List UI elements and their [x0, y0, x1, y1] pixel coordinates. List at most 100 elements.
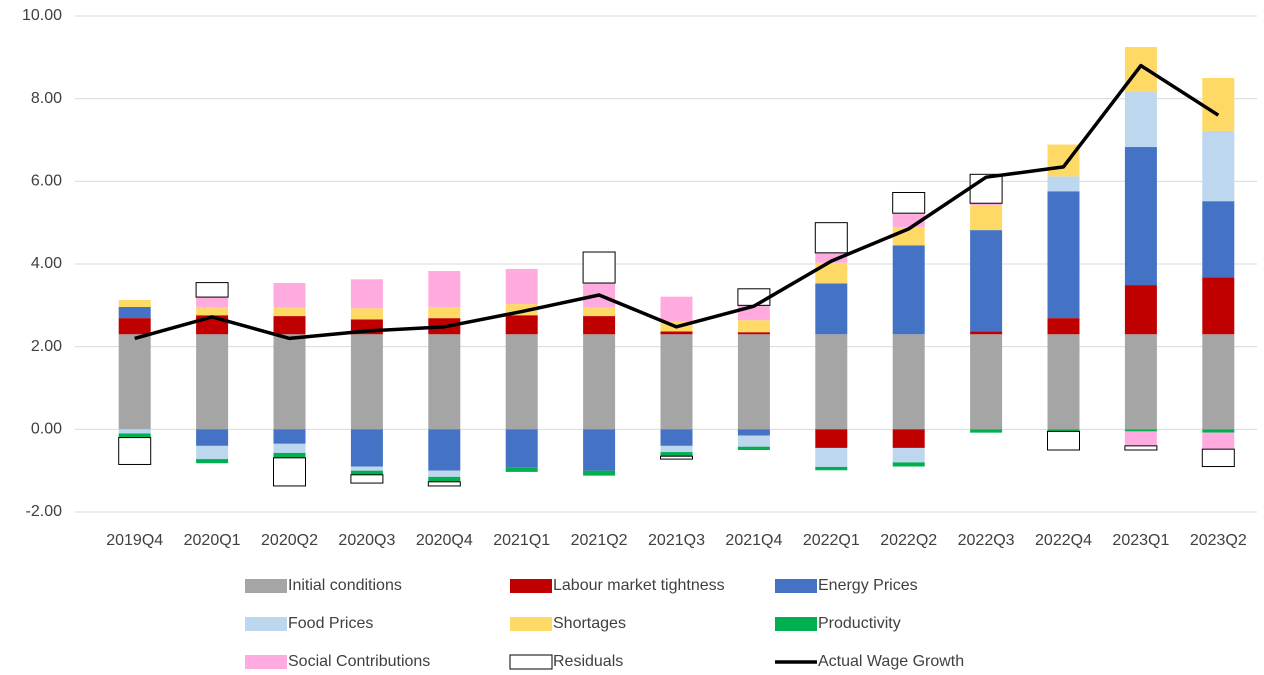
x-tick-label: 2023Q2: [1190, 532, 1247, 549]
bar-segment: [815, 447, 848, 467]
bar-segment: [892, 245, 925, 335]
bar-segment: [428, 476, 461, 482]
legend-swatch: [509, 654, 553, 670]
bar-segment: [1124, 285, 1157, 335]
legend-label: Initial conditions: [288, 577, 402, 594]
bar-segment: [1202, 429, 1235, 433]
legend-swatch: [245, 617, 287, 631]
bar-segment: [196, 429, 229, 446]
y-tick-label: 4.00: [31, 255, 62, 272]
bar-segment: [1124, 431, 1157, 446]
bar-segment: [815, 283, 848, 335]
bar-segment: [583, 306, 616, 317]
bar-segment: [815, 466, 848, 471]
y-tick-label: 10.00: [22, 7, 62, 24]
x-tick-label: 2020Q4: [416, 532, 473, 549]
bar-segment: [505, 315, 538, 335]
x-tick-label: 2020Q2: [261, 532, 318, 549]
bar-segment: [196, 297, 229, 307]
legend-label: Social Contributions: [288, 653, 430, 670]
bar-segment: [273, 316, 306, 335]
bar-segment: [273, 334, 306, 430]
bar-segment: [1124, 429, 1157, 432]
bar-segment: [196, 334, 229, 430]
bar-segment: [350, 474, 384, 484]
bar-segment: [428, 470, 461, 477]
bar-segment: [195, 282, 229, 298]
legend-swatch: [775, 579, 817, 593]
bar-segment: [505, 268, 538, 305]
x-tick-label: 2020Q1: [184, 532, 241, 549]
bar-segment: [660, 296, 693, 322]
bar-segment: [1202, 130, 1235, 202]
bar-segment: [1047, 318, 1080, 335]
wage-line: [134, 63, 1220, 341]
x-tick-label: 2022Q2: [880, 532, 937, 549]
bar-segment: [350, 470, 383, 475]
x-tick-label: 2021Q1: [493, 532, 550, 549]
bar-segment: [660, 455, 693, 460]
bar-segment: [196, 445, 229, 460]
bar-segment: [970, 429, 1003, 433]
bar-segment: [350, 279, 383, 309]
bar-segment: [815, 429, 848, 448]
x-tick-label: 2021Q2: [571, 532, 628, 549]
bar-segment: [1202, 334, 1235, 430]
bar-segment: [815, 252, 848, 263]
bar-segment: [970, 331, 1003, 335]
bar-segment: [505, 334, 538, 430]
bar-segment: [737, 288, 771, 306]
legend-label: Labour market tightness: [553, 577, 725, 594]
x-tick-label: 2021Q3: [648, 532, 705, 549]
bar-segment: [273, 306, 306, 317]
bar-segment: [737, 446, 770, 450]
bar-segment: [583, 334, 616, 430]
bar-segment: [1202, 201, 1235, 278]
bar-segment: [118, 306, 151, 319]
bar-segment: [1202, 277, 1235, 335]
bar-segment: [273, 443, 306, 453]
bar-segment: [118, 437, 152, 465]
bar-segment: [427, 481, 461, 487]
bar-segment: [660, 331, 693, 335]
y-tick-label: -2.00: [26, 503, 63, 520]
bar-segment: [970, 334, 1003, 430]
bar-segment: [118, 433, 151, 438]
bar-segment: [350, 466, 383, 471]
bar-segment: [505, 467, 538, 472]
x-tick-label: 2021Q4: [725, 532, 782, 549]
bar-segment: [892, 429, 925, 448]
bar-segment: [350, 334, 383, 430]
y-tick-label: 8.00: [31, 90, 62, 107]
bar-segment: [118, 429, 151, 434]
bar-segment: [1202, 78, 1235, 131]
legend-label: Actual Wage Growth: [818, 653, 964, 670]
x-tick-label: 2022Q3: [958, 532, 1015, 549]
legend-swatch: [245, 579, 287, 593]
bar-segment: [1201, 448, 1235, 468]
bar-segment: [815, 334, 848, 430]
y-tick-label: 0.00: [31, 421, 62, 438]
bar-segment: [892, 462, 925, 467]
legend-label: Energy Prices: [818, 577, 918, 594]
bar-segment: [273, 457, 306, 487]
bar-segment: [582, 251, 616, 284]
bar-segment: [660, 334, 693, 430]
bar-segment: [1047, 191, 1080, 319]
legend-swatch: [510, 617, 552, 631]
bar-segment: [118, 318, 151, 335]
x-tick-label: 2022Q4: [1035, 532, 1092, 549]
bar-segment: [1047, 334, 1080, 430]
bar-segment: [660, 445, 693, 453]
bar-segment: [1124, 334, 1157, 430]
legend-label: Productivity: [818, 615, 901, 632]
bar-segment: [1047, 176, 1080, 192]
legend-swatch: [775, 617, 817, 631]
bar-segment: [970, 203, 1003, 206]
bar-segment: [583, 429, 616, 471]
bar-segment: [660, 452, 693, 457]
legend-swatch: [245, 655, 287, 669]
bar-segment: [1124, 445, 1158, 451]
bar-segment: [1124, 92, 1157, 148]
